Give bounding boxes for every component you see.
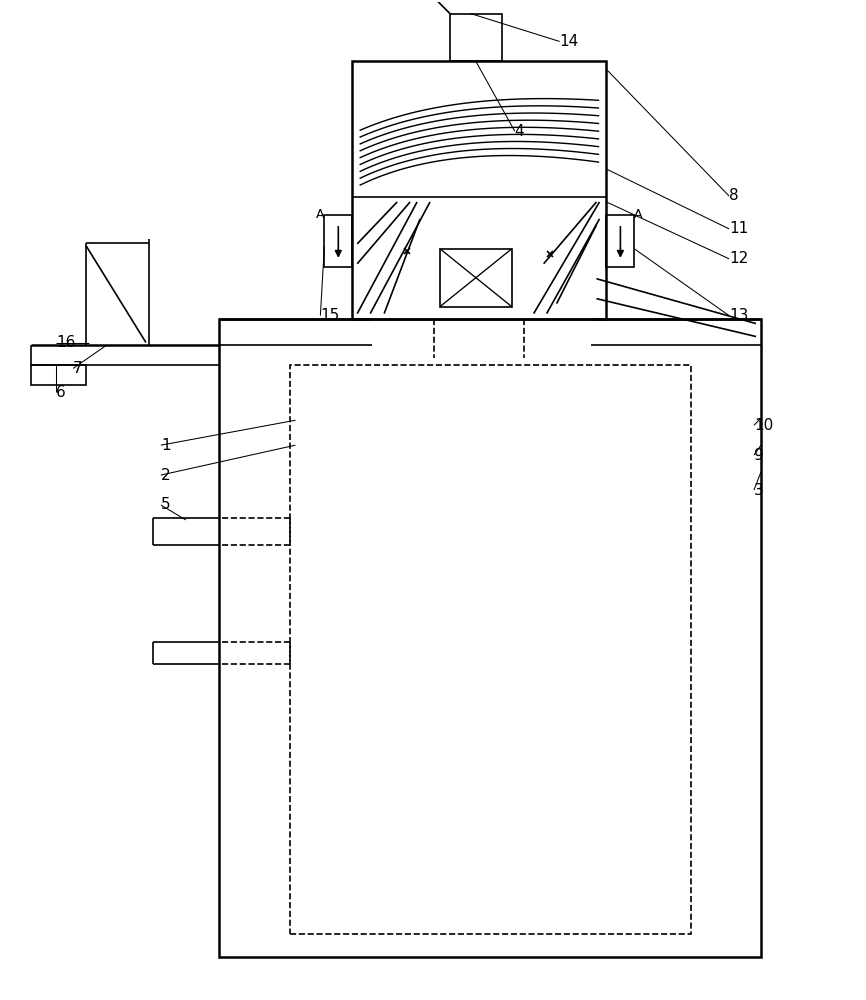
- Text: 5: 5: [161, 497, 171, 512]
- Text: 9: 9: [754, 448, 764, 463]
- Text: 10: 10: [754, 418, 773, 433]
- Bar: [606, 215, 635, 267]
- Text: 3: 3: [754, 483, 764, 498]
- Text: 13: 13: [729, 308, 748, 323]
- Text: 1: 1: [161, 438, 171, 453]
- Bar: [440, 249, 512, 307]
- Text: 15: 15: [320, 308, 339, 323]
- Bar: [325, 215, 352, 267]
- Text: 14: 14: [559, 34, 578, 49]
- Text: 16: 16: [56, 335, 75, 350]
- Bar: [450, 14, 501, 61]
- Bar: [290, 365, 691, 934]
- Text: 4: 4: [514, 124, 524, 139]
- Text: 6: 6: [56, 385, 66, 400]
- Text: 8: 8: [729, 188, 739, 203]
- Text: 7: 7: [73, 361, 83, 376]
- Bar: [219, 319, 761, 957]
- Bar: [31, 365, 86, 385]
- Text: 11: 11: [729, 221, 748, 236]
- Text: A: A: [634, 208, 643, 221]
- Text: 2: 2: [161, 468, 171, 483]
- Text: A: A: [316, 208, 325, 221]
- Text: 12: 12: [729, 251, 748, 266]
- Bar: [352, 61, 606, 319]
